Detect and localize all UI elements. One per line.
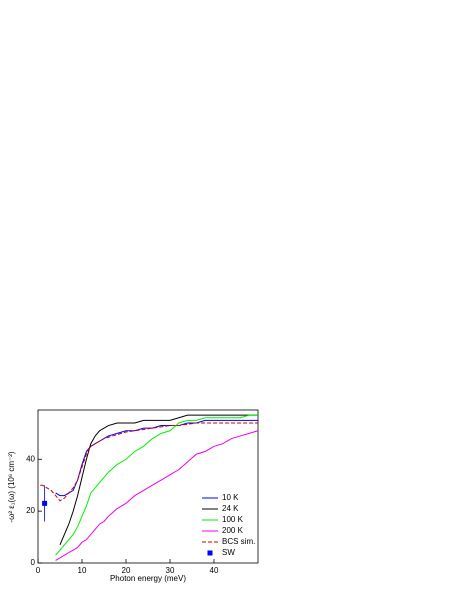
- series-line: [40, 422, 258, 502]
- x-axis-title: Photon energy (meV): [110, 574, 186, 583]
- legend-label: 200 K: [222, 526, 244, 535]
- y-tick-label: 20: [26, 506, 35, 515]
- y-axis-title: -ω² ε₁(ω) (10⁶ cm⁻²): [7, 451, 16, 522]
- plot-frame: [37, 409, 259, 564]
- point-marker: [42, 500, 48, 506]
- x-tick-label: 40: [210, 566, 219, 575]
- legend-swatch: [207, 550, 213, 556]
- legend-label: 24 K: [222, 504, 239, 513]
- legend-label: 10 K: [222, 493, 239, 502]
- x-tick-label: 30: [166, 566, 175, 575]
- y-tick-label: 0: [31, 558, 36, 567]
- series-line: [55, 414, 258, 556]
- y-tick-label: 40: [26, 454, 35, 463]
- x-tick-label: 0: [36, 566, 41, 575]
- series-line: [55, 419, 258, 497]
- x-tick-label: 20: [122, 566, 131, 575]
- series-line: [55, 430, 259, 561]
- x-tick-label: 10: [78, 566, 87, 575]
- legend-label: SW: [222, 548, 235, 557]
- series-line: [59, 414, 258, 546]
- legend-label: BCS sim.: [222, 537, 255, 546]
- legend-label: 100 K: [222, 515, 244, 524]
